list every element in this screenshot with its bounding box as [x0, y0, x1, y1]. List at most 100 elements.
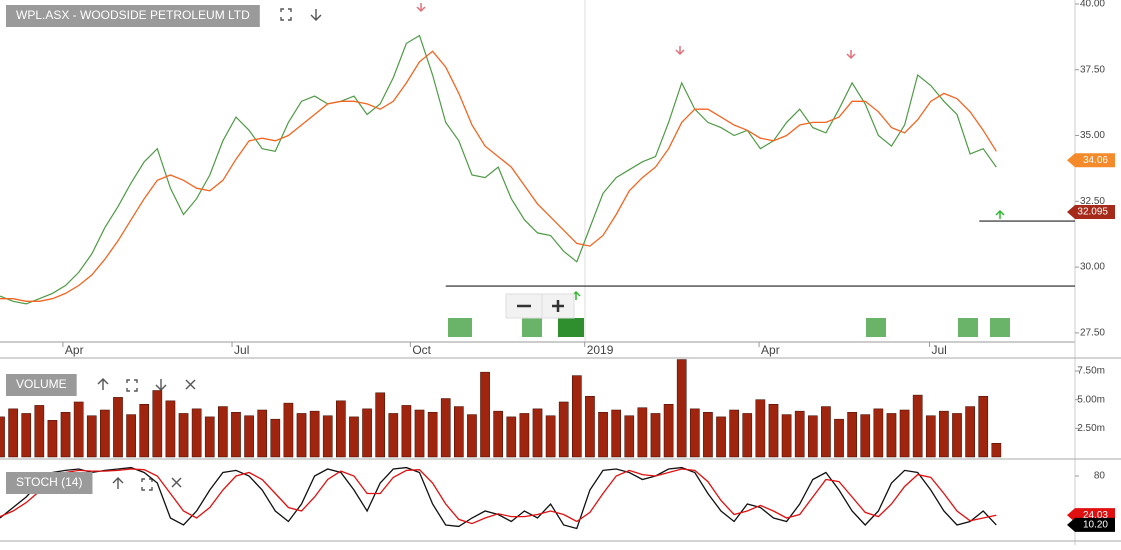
- volume-bar: [21, 413, 32, 458]
- volume-bar: [139, 404, 150, 458]
- volume-bar: [624, 415, 635, 458]
- volume-bar: [794, 410, 805, 458]
- badge-shape: [1067, 204, 1115, 219]
- volume-bar: [847, 412, 857, 458]
- volume-bar: [781, 414, 792, 458]
- volume-bar: [113, 397, 123, 458]
- volume-bar: [60, 412, 71, 458]
- volume-bar: [296, 413, 307, 458]
- volume-bar: [506, 416, 517, 458]
- panel-title: VOLUME: [6, 374, 77, 396]
- volume-bar: [493, 410, 504, 458]
- volume-bar: [309, 410, 320, 458]
- move-down-icon[interactable]: [310, 9, 322, 21]
- fullscreen-icon[interactable]: [280, 8, 292, 21]
- y-tick-label: 80: [1094, 471, 1106, 482]
- volume-bar: [375, 392, 386, 458]
- move-up-icon[interactable]: [112, 477, 124, 489]
- volume-bar: [676, 359, 687, 458]
- event-marker: [558, 318, 584, 337]
- badge-label: 34.06: [1083, 155, 1108, 166]
- x-tick-label: 2019: [587, 343, 614, 357]
- series-line: [0, 34, 997, 305]
- volume-bar: [873, 408, 884, 458]
- volume-bar: [191, 408, 202, 458]
- x-tick-label: Apr: [65, 343, 84, 357]
- volume-bar: [8, 408, 18, 458]
- panel-title: STOCH (14): [6, 472, 93, 494]
- volume-bar: [912, 394, 923, 458]
- x-tick-label: Jul: [931, 343, 946, 357]
- event-marker: [448, 318, 472, 337]
- volume-bar: [742, 413, 753, 458]
- volume-bar: [925, 415, 936, 458]
- volume-bar: [467, 414, 477, 458]
- volume-bar: [886, 413, 897, 458]
- plus-icon: [552, 300, 564, 312]
- volume-bar: [558, 401, 569, 458]
- panel-title-bg: [6, 374, 77, 396]
- sell-arrow: [675, 46, 685, 56]
- panel-title: WPL.ASX - WOODSIDE PETROLEUM LTD: [6, 5, 260, 27]
- move-up-icon[interactable]: [97, 378, 109, 390]
- volume-bar: [532, 408, 543, 458]
- volume-bar: [244, 415, 254, 458]
- close-icon[interactable]: [185, 379, 196, 390]
- move-down-icon[interactable]: [155, 379, 167, 391]
- volume-bar: [571, 375, 582, 458]
- volume-bar: [270, 418, 281, 458]
- volume-bar: [126, 414, 136, 458]
- panel-title-bg: [6, 5, 260, 27]
- volume-bar: [73, 401, 84, 458]
- volume-bar: [231, 412, 241, 458]
- badge-label: 10.20: [1083, 520, 1108, 531]
- y-tick-label: 30.00: [1080, 262, 1105, 273]
- badge-label: 32.095: [1077, 207, 1108, 218]
- volume-bar: [663, 404, 674, 458]
- event-marker: [990, 318, 1010, 337]
- volume-bar: [47, 420, 58, 458]
- y-tick-label: 35.00: [1080, 130, 1105, 141]
- volume-bar: [729, 409, 739, 458]
- panel-title-text: VOLUME: [16, 377, 67, 391]
- volume-bar: [100, 409, 110, 458]
- toolbar-icons: [97, 8, 322, 491]
- value-badge: 32.095: [1067, 204, 1115, 219]
- volume-bar: [519, 413, 530, 458]
- panel-title-bg: [6, 472, 93, 494]
- y-tick-label: 5.00m: [1077, 394, 1105, 405]
- volume-bar: [427, 412, 438, 458]
- volume-bar: [716, 416, 726, 458]
- volume-bar: [336, 400, 346, 458]
- buy-arrow: [995, 209, 1005, 219]
- badge-label: 24.03: [1083, 510, 1108, 521]
- volume-bar: [991, 442, 1002, 458]
- y-tick-label: 7.50m: [1077, 366, 1105, 377]
- volume-bar: [611, 409, 621, 458]
- volume-bar: [34, 405, 45, 458]
- volume-bar: [178, 413, 189, 458]
- volume-bar: [637, 407, 648, 458]
- volume-bar: [401, 405, 412, 458]
- volume-bar: [480, 371, 490, 458]
- value-badge: 10.20: [1067, 517, 1115, 532]
- volume-bar: [939, 410, 949, 458]
- volume-bar: [440, 398, 451, 458]
- fullscreen-icon[interactable]: [126, 379, 138, 392]
- volume-bar: [204, 416, 215, 458]
- close-icon[interactable]: [171, 477, 182, 488]
- sell-arrow: [416, 3, 426, 13]
- volume-bar: [899, 409, 910, 458]
- volume-bar: [0, 416, 5, 458]
- event-markers: [448, 318, 1010, 337]
- volume-bar: [218, 406, 228, 458]
- sell-arrow: [846, 50, 856, 60]
- badge-shape: [1067, 517, 1115, 532]
- y-tick-label: 40.00: [1080, 0, 1105, 10]
- volume-bar: [860, 414, 871, 458]
- volume-bar: [952, 413, 962, 458]
- event-marker: [958, 318, 978, 337]
- volume-bar: [349, 416, 359, 458]
- volume-bar: [689, 408, 700, 458]
- volume-bar: [703, 412, 713, 458]
